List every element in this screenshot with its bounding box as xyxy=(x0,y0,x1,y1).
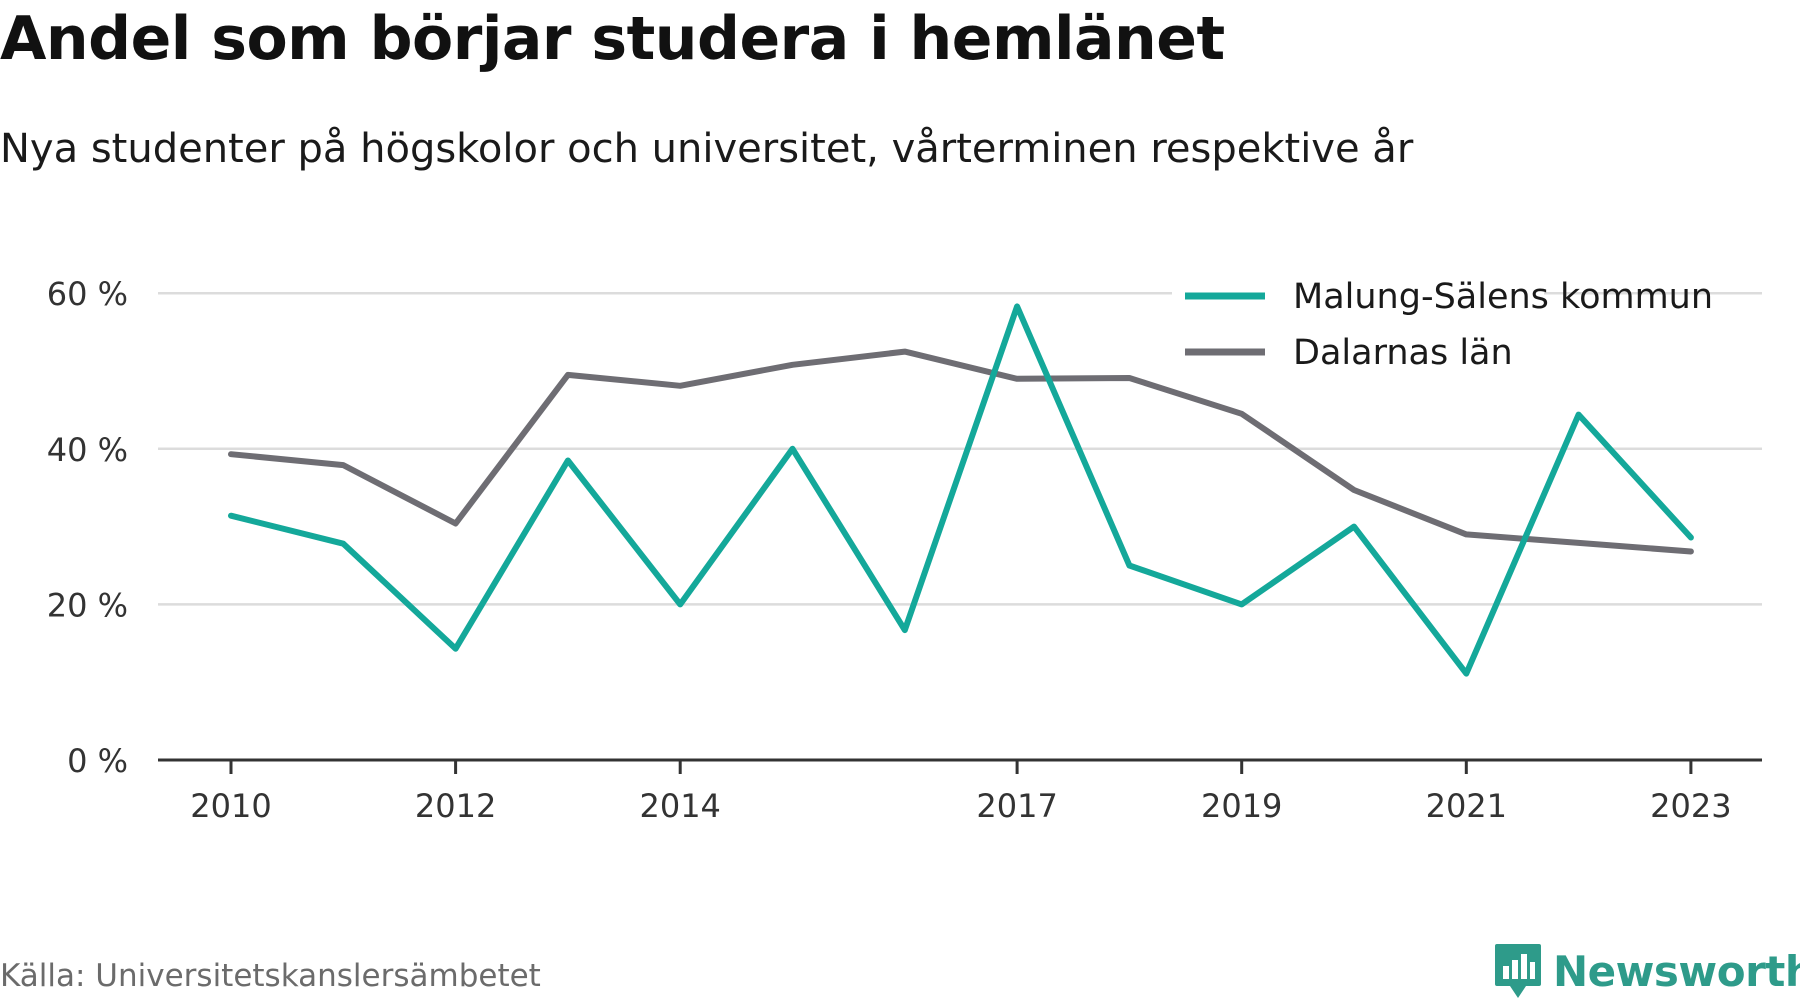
x-tick-label: 2017 xyxy=(976,787,1057,825)
legend-label: Malung-Sälens kommun xyxy=(1293,277,1713,317)
y-tick-label: 20 % xyxy=(47,586,128,624)
x-tick-label: 2023 xyxy=(1650,787,1731,825)
y-tick-label: 40 % xyxy=(47,431,128,469)
legend-label: Dalarnas län xyxy=(1293,333,1513,373)
brand-name: Newsworthy xyxy=(1553,946,1800,996)
chart-title: Andel som börjar studera i hemlänet xyxy=(0,4,1225,74)
x-tick-label: 2012 xyxy=(415,787,496,825)
x-tick-label: 2014 xyxy=(639,787,720,825)
brand-logo: Newsworthy xyxy=(1493,942,1800,1000)
y-tick-label: 0 % xyxy=(67,742,128,780)
x-axis: 2010 2012 2014 2017 2019 2021 2023 xyxy=(158,758,1762,825)
chart-subtitle: Nya studenter på högskolor och universit… xyxy=(0,126,1414,172)
series-line-dalarnas-län xyxy=(228,348,1694,555)
series-lines xyxy=(228,303,1694,677)
x-tick-label: 2010 xyxy=(190,787,271,825)
series-line-malung-sälens-kommun xyxy=(228,303,1694,677)
x-tick-label: 2021 xyxy=(1426,787,1507,825)
y-tick-label: 60 % xyxy=(47,275,128,313)
line-chart: 0 % 20 % 40 % 60 % 2010 2012 2014 2017 2019 2021… xyxy=(47,275,1762,825)
legend: Malung-Sälens kommun Dalarnas län xyxy=(1172,276,1713,376)
source-note: Källa: Universitetskanslersämbetet xyxy=(0,958,541,994)
x-tick-label: 2019 xyxy=(1201,787,1282,825)
y-axis-ticks: 0 % 20 % 40 % 60 % xyxy=(47,275,128,780)
newsworthy-logo-icon xyxy=(1495,944,1541,998)
